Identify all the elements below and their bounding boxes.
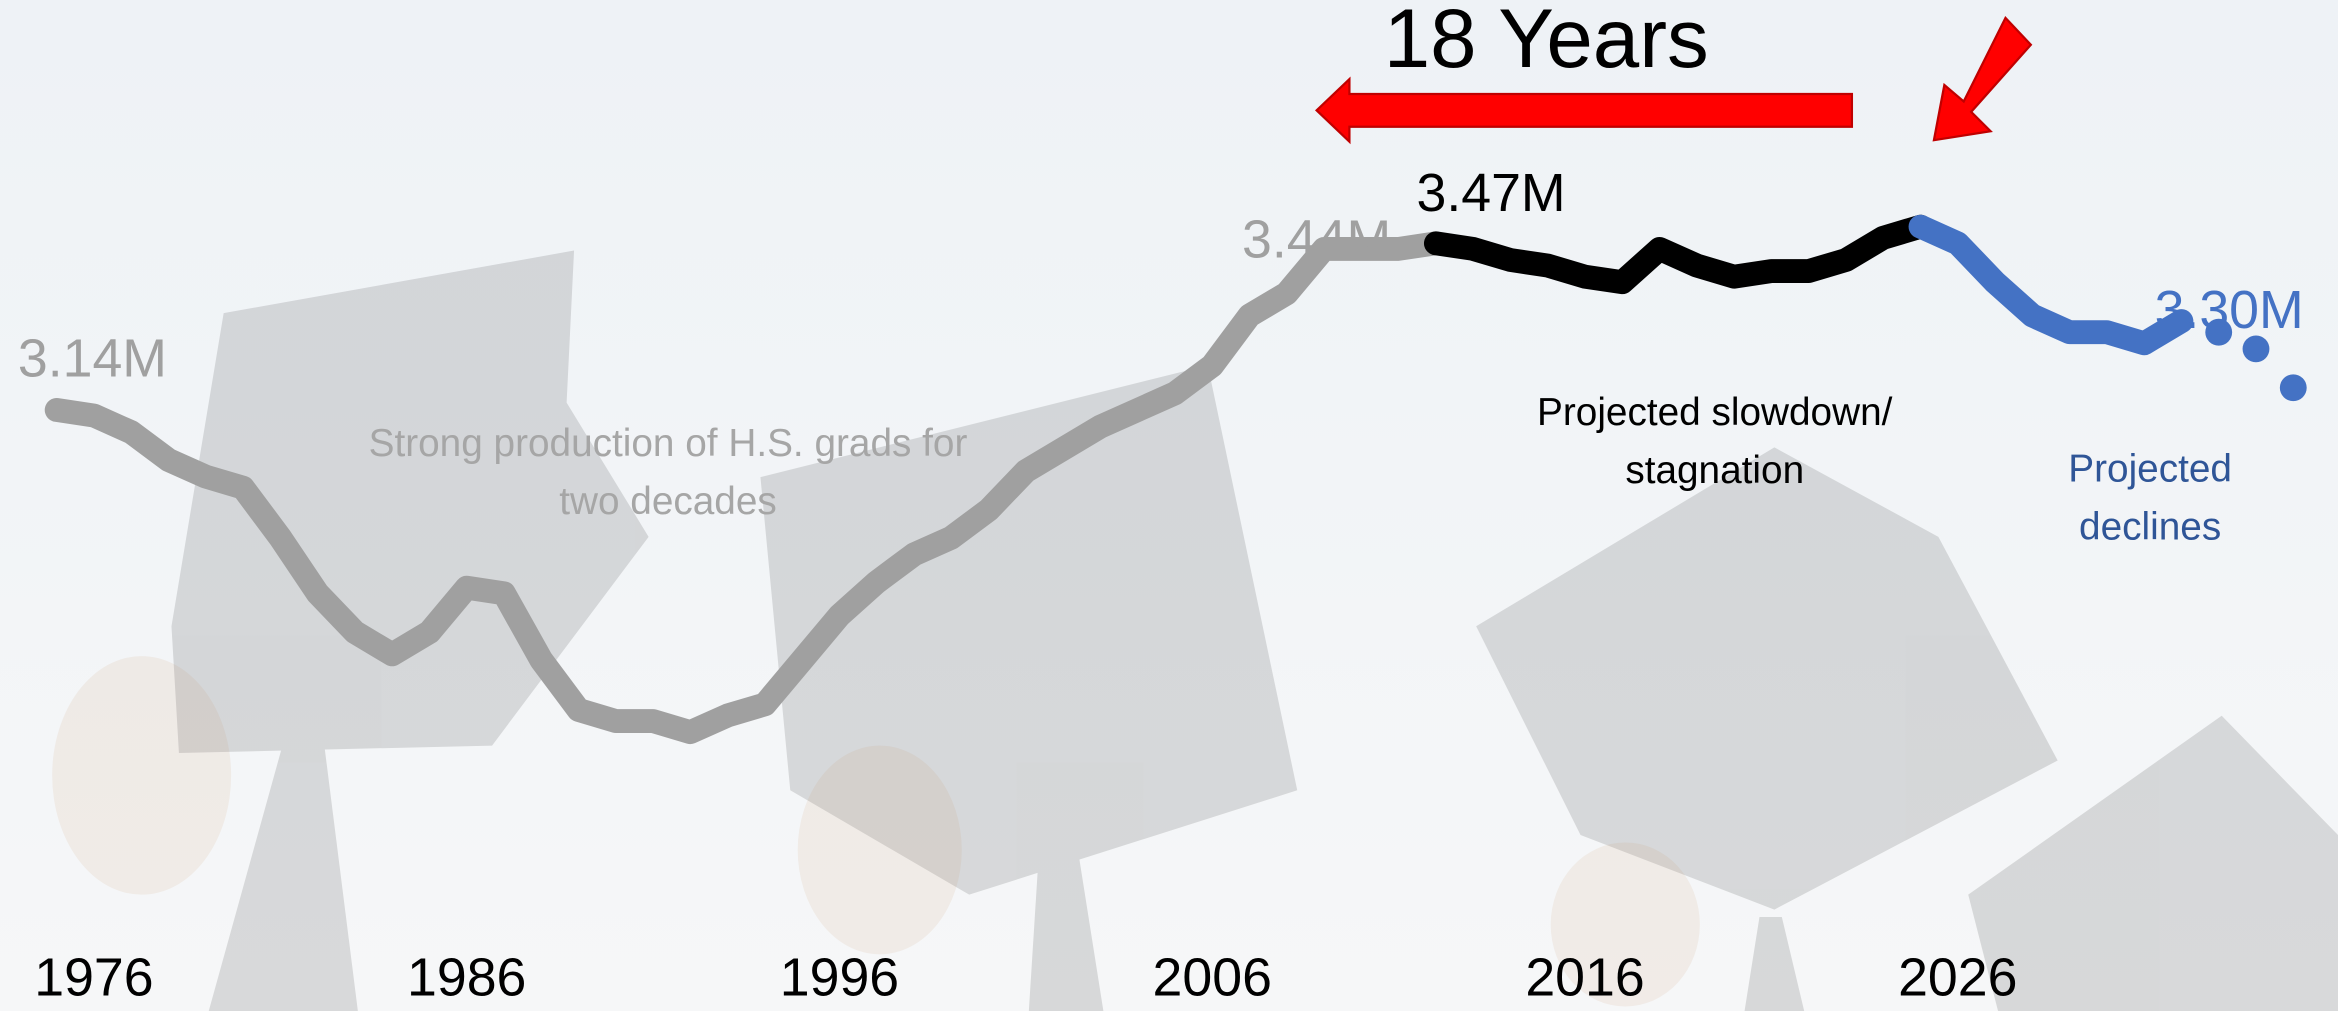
value-label: 3.30M [2155,280,2304,340]
value-label: 3.14M [18,328,167,388]
annotation: stagnation [1625,449,1804,492]
annotation: Projected slowdown/ [1537,391,1893,434]
x-tick-label: 1996 [780,947,899,1007]
x-tick-label: 2026 [1898,947,2017,1007]
annotation: two decades [559,480,777,523]
x-tick-label: 2016 [1525,947,1644,1007]
value-label: 3.47M [1417,163,1566,223]
annotation: declines [2079,506,2221,549]
projection-dot [2280,374,2307,401]
x-tick-label: 2006 [1153,947,1272,1007]
annotation: Projected [2068,447,2232,490]
annotation: Strong production of H.S. grads for [369,422,968,465]
chart: 1976 1986 1996 2006 2016 2026 3.14M 3.44M 3.47M 3… [0,0,2338,1011]
page: {"chart_data": { "type": "line", "x": [1… [0,0,2338,1011]
x-tick-label: 1986 [407,947,526,1007]
value-label: 3.44M [1242,210,1391,270]
annotation: 18 Years [1384,0,1709,85]
x-tick-label: 1976 [34,947,153,1007]
